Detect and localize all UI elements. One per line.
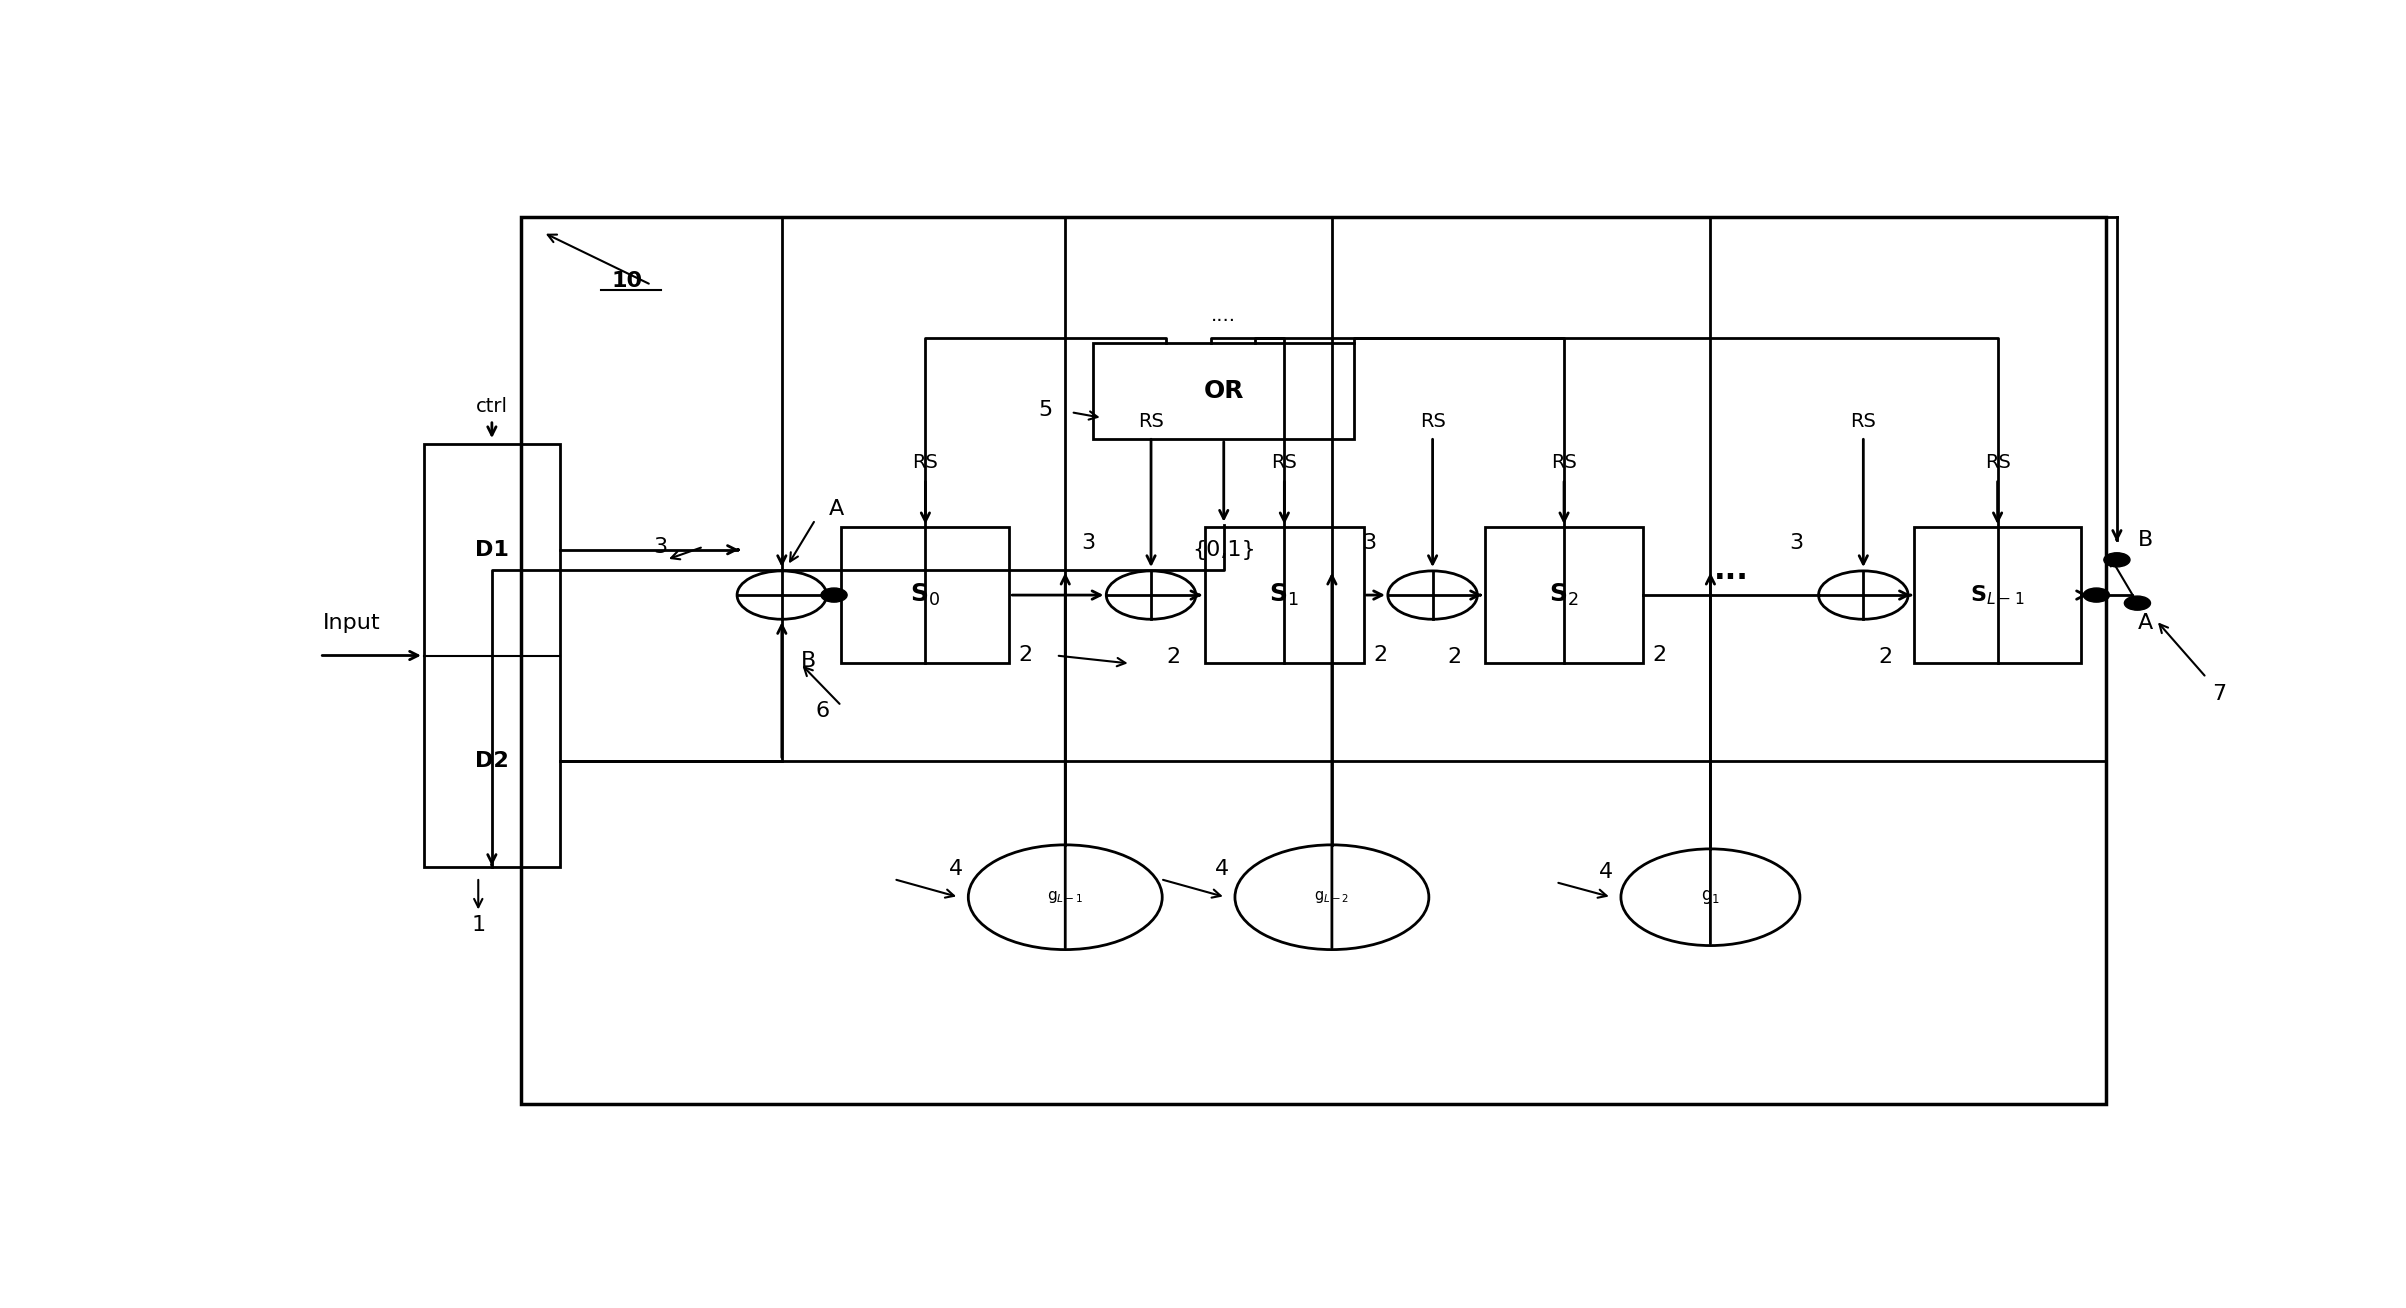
Bar [1205, 527, 1364, 663]
Text: 3: 3 [1790, 532, 1804, 553]
Text: RS: RS [1270, 453, 1297, 472]
Bar [1485, 527, 1643, 663]
Text: 2: 2 [1448, 647, 1460, 667]
Text: S$_{L-1}$: S$_{L-1}$ [1971, 583, 2026, 607]
Text: 2: 2 [1018, 645, 1032, 666]
Text: ctrl: ctrl [476, 396, 508, 416]
Text: 3: 3 [654, 536, 669, 557]
Text: RS: RS [1552, 453, 1576, 472]
Text: g$_1$: g$_1$ [1701, 888, 1720, 906]
Text: OR: OR [1203, 379, 1244, 403]
Text: RS: RS [912, 453, 938, 472]
Text: S$_0$: S$_0$ [909, 582, 941, 608]
Text: g$_{L-1}$: g$_{L-1}$ [1047, 889, 1083, 905]
Text: A: A [828, 500, 845, 519]
Circle shape [820, 589, 847, 602]
Text: 3: 3 [1080, 532, 1095, 553]
Circle shape [2124, 596, 2151, 611]
Text: 10: 10 [611, 271, 642, 290]
Text: RS: RS [1985, 453, 2011, 472]
Bar [1913, 527, 2081, 663]
Text: 4: 4 [1215, 859, 1229, 879]
Text: 1: 1 [472, 916, 486, 935]
Text: 2: 2 [1879, 647, 1894, 667]
Text: RS: RS [1850, 412, 1877, 432]
Circle shape [2103, 553, 2129, 566]
Text: 7: 7 [2214, 684, 2226, 704]
Text: ....: .... [1210, 306, 1237, 326]
Bar [423, 443, 561, 867]
Text: 3: 3 [1362, 532, 1376, 553]
Text: 2: 2 [1167, 647, 1179, 667]
Text: S$_1$: S$_1$ [1270, 582, 1299, 608]
Text: {0,1}: {0,1} [1191, 540, 1256, 560]
Bar [842, 527, 1011, 663]
Text: 2: 2 [1374, 645, 1386, 666]
Text: S$_2$: S$_2$ [1549, 582, 1578, 608]
Text: 4: 4 [948, 859, 962, 879]
Text: g$_{L-2}$: g$_{L-2}$ [1314, 889, 1350, 905]
Text: A: A [2137, 613, 2153, 633]
Text: 6: 6 [816, 701, 830, 721]
Text: D2: D2 [474, 751, 508, 772]
Text: Input: Input [322, 613, 380, 633]
Text: B: B [2137, 530, 2153, 549]
Text: B: B [801, 650, 816, 671]
Text: RS: RS [1138, 412, 1165, 432]
Text: ...: ... [1713, 556, 1749, 585]
Text: 2: 2 [1653, 645, 1667, 666]
Bar [1092, 343, 1355, 439]
Text: RS: RS [1420, 412, 1446, 432]
Circle shape [2084, 589, 2110, 602]
Text: 5: 5 [1037, 400, 1051, 420]
Bar [520, 217, 2105, 1104]
Text: D1: D1 [474, 540, 508, 560]
Text: 4: 4 [1600, 862, 1614, 882]
